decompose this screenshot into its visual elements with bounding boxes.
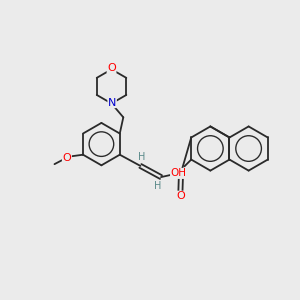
Text: O: O: [176, 191, 185, 201]
Text: OH: OH: [171, 168, 187, 178]
Text: O: O: [107, 63, 116, 73]
Text: H: H: [138, 152, 145, 162]
Text: H: H: [154, 181, 162, 191]
Text: N: N: [108, 98, 116, 108]
Text: O: O: [62, 153, 71, 163]
